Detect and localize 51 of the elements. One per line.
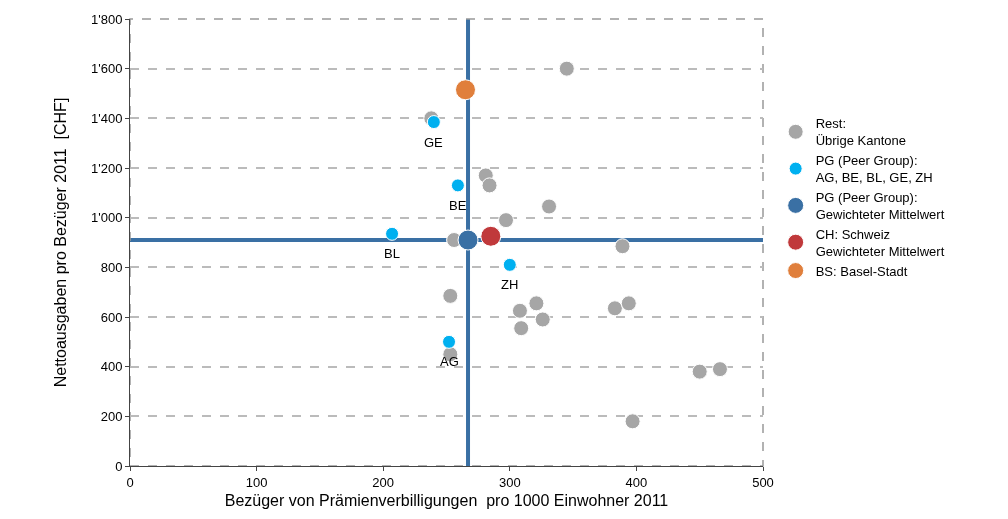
point — [614, 238, 631, 255]
point — [620, 295, 637, 312]
y-tick-label: 200 — [100, 408, 123, 424]
point — [481, 177, 498, 194]
point — [513, 320, 530, 337]
y-tick-label: 1'200 — [90, 160, 123, 176]
x-tick-label: 300 — [498, 474, 521, 490]
point — [426, 115, 441, 130]
annotation: BL — [384, 246, 400, 261]
point — [457, 229, 479, 251]
point — [624, 413, 641, 430]
point — [498, 212, 514, 229]
x-tick-label: 200 — [372, 474, 395, 490]
point — [442, 287, 459, 304]
legend-label: PG (Peer Group): Gewichteter Mittelwert — [815, 190, 945, 222]
y-axis-title: Nettoausgaben pro Bezüger 2011 [CHF] — [51, 97, 69, 388]
y-tick-label: 400 — [100, 359, 123, 375]
point — [480, 225, 502, 247]
y-tick-label: 800 — [100, 259, 123, 275]
point — [711, 361, 728, 378]
annotation: AG — [440, 354, 459, 369]
x-tick-label: 0 — [126, 474, 134, 490]
x-axis-title: Bezüger von Prämienverbilligungen pro 1000 Einwohner 2011 — [224, 492, 669, 510]
legend-label: Rest: Übrige Kantone — [815, 116, 906, 149]
y-tick-label: 0 — [115, 458, 123, 474]
y-tick-label: 1'400 — [90, 110, 123, 126]
point — [442, 334, 457, 349]
annotation: GE — [424, 135, 444, 150]
y-tick-label: 1'600 — [90, 61, 123, 77]
annotation: ZH — [501, 277, 519, 292]
point — [511, 302, 528, 319]
y-tick-label: 1'800 — [90, 11, 123, 27]
x-tick-label: 500 — [752, 474, 774, 490]
y-tick-label: 1'000 — [90, 210, 123, 226]
x-tick-label: 100 — [245, 474, 268, 490]
legend-label: BS: Basel-Stadt — [815, 263, 908, 279]
annotation: BE — [449, 198, 467, 213]
point — [528, 295, 545, 312]
point — [450, 178, 465, 193]
x-tick-label: 400 — [625, 474, 648, 490]
point — [385, 226, 400, 241]
legend-label: PG (Peer Group): AG, BE, BL, GE, ZH — [815, 153, 933, 186]
point — [606, 300, 623, 317]
point — [558, 60, 575, 77]
y-tick-label: 600 — [100, 309, 123, 325]
point — [541, 198, 558, 215]
point — [691, 363, 708, 380]
point — [534, 311, 551, 328]
point — [455, 79, 476, 101]
legend-label: CH: Schweiz Gewichteter Mittelwert — [815, 226, 945, 259]
point — [502, 257, 517, 272]
